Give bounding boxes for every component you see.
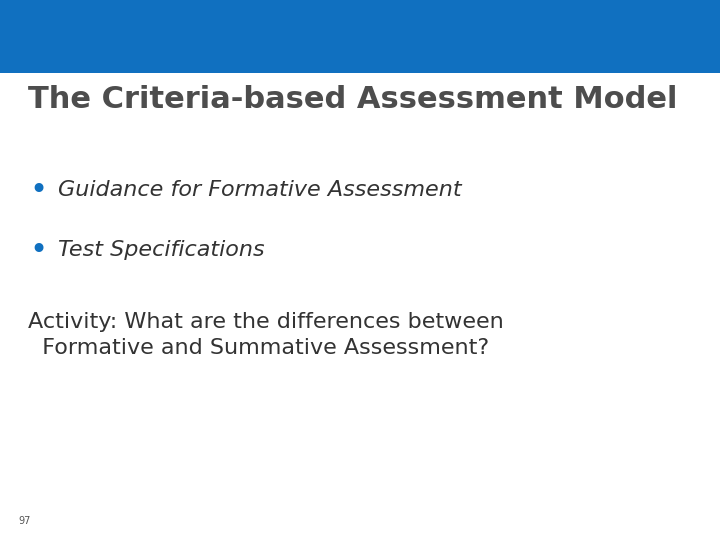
Text: 97: 97 bbox=[18, 516, 30, 526]
Text: •: • bbox=[29, 176, 47, 205]
Text: Test Specifications: Test Specifications bbox=[58, 240, 265, 260]
Text: •: • bbox=[29, 235, 47, 265]
Text: Guidance for Formative Assessment: Guidance for Formative Assessment bbox=[58, 180, 462, 200]
Text: The Criteria-based Assessment Model: The Criteria-based Assessment Model bbox=[28, 85, 678, 114]
Text: Activity: What are the differences between: Activity: What are the differences betwe… bbox=[28, 312, 504, 332]
Text: Formative and Summative Assessment?: Formative and Summative Assessment? bbox=[28, 338, 489, 358]
Bar bbox=[0, 0, 720, 73]
